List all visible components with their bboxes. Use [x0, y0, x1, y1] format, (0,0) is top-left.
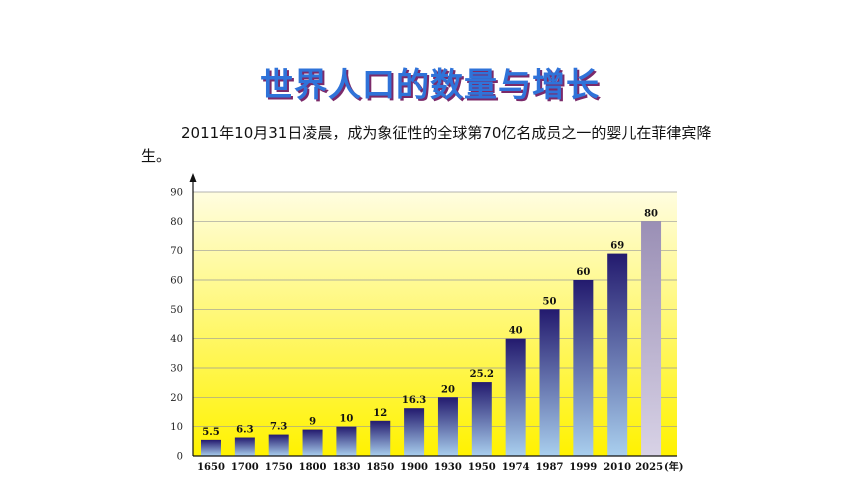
bar-1850: [370, 420, 391, 456]
bar-2010: [607, 253, 628, 456]
bar-1800: [302, 429, 323, 456]
bar-1750: [268, 434, 289, 456]
data-label-1900: 16.3: [402, 395, 426, 406]
data-label-2025: 80: [644, 208, 658, 219]
x-tick-label-2010: 2010: [603, 462, 631, 473]
bar-1700: [234, 437, 255, 456]
y-axis-ticks: 0 10 20 30 40 50 60 70 80 90: [170, 188, 183, 463]
y-tick-label: 60: [170, 276, 183, 287]
bar-2025: [641, 221, 662, 456]
y-tick-label: 70: [170, 246, 183, 257]
y-tick-label: 50: [170, 305, 183, 316]
intro-paragraph: 2011年10月31日凌晨，成为象征性的全球第70亿名成员之一的婴儿在菲律宾降生…: [141, 124, 712, 165]
bar-1650: [201, 439, 221, 456]
bar-1999: [573, 280, 594, 456]
x-tick-label-1999: 1999: [569, 462, 597, 473]
data-label-1950: 25.2: [470, 369, 494, 380]
bar-1930: [437, 397, 458, 456]
data-label-1974: 40: [509, 326, 523, 337]
data-label-1987: 50: [543, 296, 557, 307]
y-tick-label: 0: [177, 452, 183, 463]
gridlines: [193, 191, 677, 428]
x-tick-label-1650: 1650: [197, 462, 225, 473]
bar-1900: [404, 408, 425, 456]
x-tick-label-1950: 1950: [468, 462, 496, 473]
bar-1830: [336, 426, 357, 456]
x-tick-label-1850: 1850: [366, 462, 394, 473]
x-tick-label-1800: 1800: [299, 462, 327, 473]
plot-background: [193, 192, 677, 456]
data-label-2010: 69: [610, 241, 624, 252]
data-label-1930: 20: [441, 384, 455, 395]
data-label-1800: 9: [309, 417, 316, 428]
x-axis-unit: (年): [664, 460, 683, 473]
x-tick-label-1700: 1700: [231, 462, 259, 473]
x-tick-label-1900: 1900: [400, 462, 428, 473]
y-tick-label: 20: [170, 393, 183, 404]
x-tick-label-1987: 1987: [536, 462, 564, 473]
bars: [201, 221, 662, 456]
bar-1950: [471, 382, 492, 456]
x-tick-label-1830: 1830: [332, 462, 360, 473]
x-tick-label-2025: 2025: [635, 462, 663, 473]
x-tick-label-1974: 1974: [502, 462, 530, 473]
y-tick-label: 30: [170, 364, 183, 375]
data-label-1850: 12: [373, 408, 387, 419]
y-tick-label: 10: [170, 422, 183, 433]
page-title: 世界人口的数量与增长: [260, 65, 600, 104]
y-axis-arrow: [189, 173, 197, 182]
x-axis-ticks: 1650 1700 1750 1800 1830 1850 1900 1930 1950 1974…: [197, 462, 663, 473]
y-tick-label: 90: [170, 188, 183, 199]
bar-1987: [539, 309, 560, 456]
data-label-1830: 10: [339, 414, 353, 425]
data-label-1750: 7.3: [270, 422, 287, 433]
y-tick-label: 40: [170, 334, 183, 345]
bar-1974: [505, 338, 526, 456]
data-label-1700: 6.3: [236, 425, 253, 436]
x-tick-label-1750: 1750: [265, 462, 293, 473]
x-tick-label-1930: 1930: [434, 462, 462, 473]
y-tick-label: 80: [170, 217, 183, 228]
data-labels: 5.5 6.3 7.3 9 10 12 16.3 20 25.2 40 50 60 69 80: [202, 208, 658, 438]
data-label-1999: 60: [576, 267, 590, 278]
data-label-1650: 5.5: [202, 427, 219, 438]
